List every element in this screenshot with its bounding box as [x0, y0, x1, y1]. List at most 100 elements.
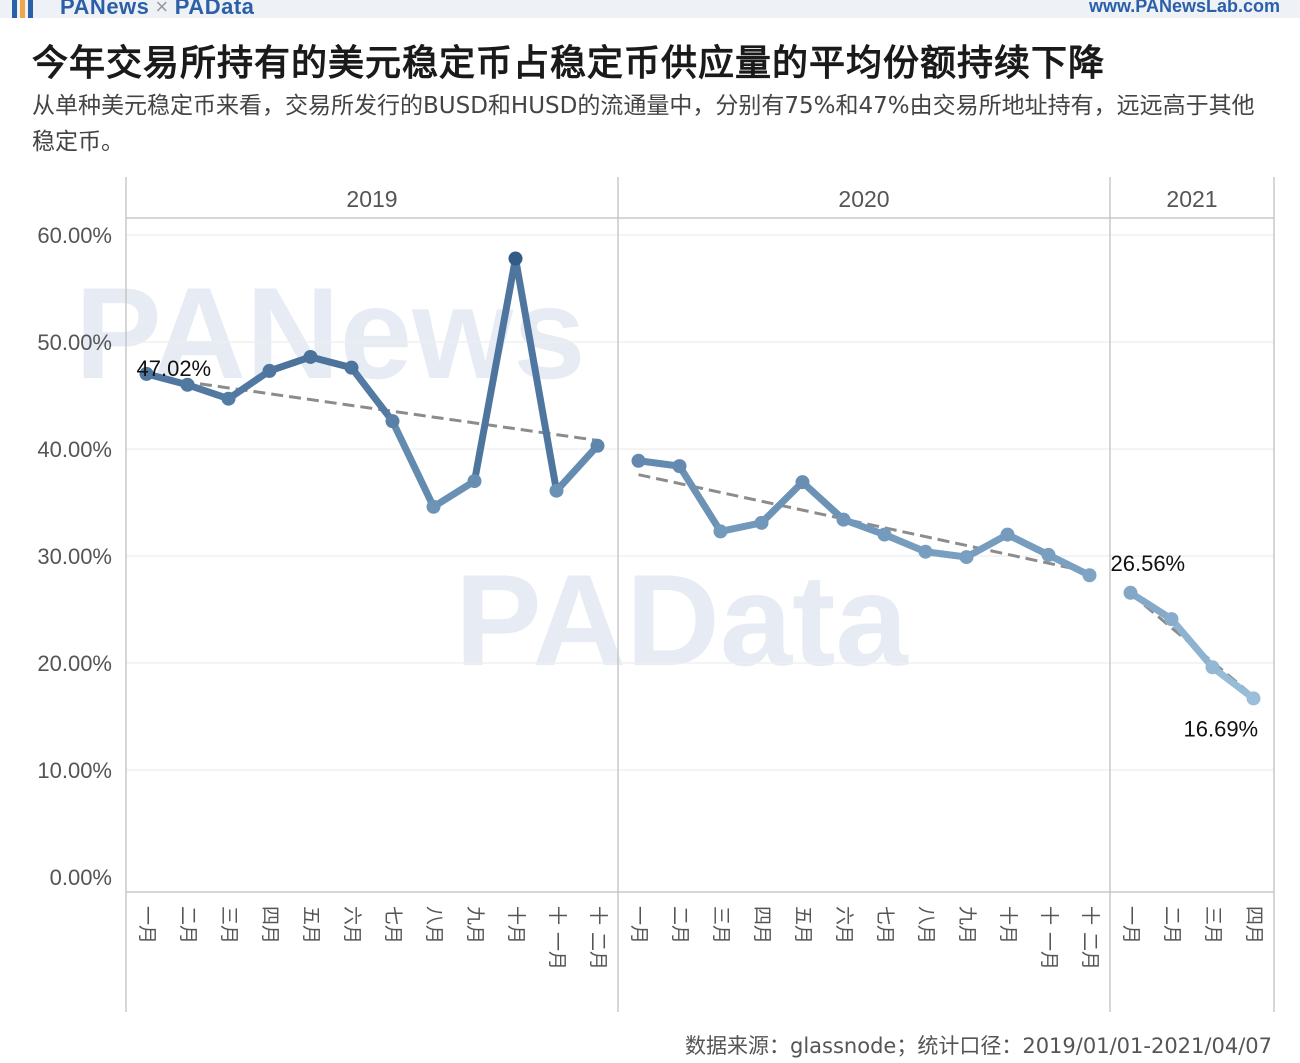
month-label: 十月: [997, 906, 1019, 944]
y-tick-label: 10.00%: [37, 758, 112, 783]
data-point: [754, 515, 769, 530]
brand-right: PAData: [174, 0, 255, 19]
month-label-part: 一月: [546, 932, 568, 970]
y-tick-label: 30.00%: [37, 544, 112, 569]
series-segment: [184, 381, 232, 403]
series-segment: [389, 417, 437, 511]
month-label: 一月: [136, 906, 158, 944]
series-segment: [799, 478, 847, 524]
data-point: [1082, 568, 1097, 583]
data-point: [385, 414, 400, 429]
data-point: [713, 524, 728, 539]
data-point: [549, 483, 564, 498]
month-label: 四月: [259, 906, 281, 944]
trend-line-2019: [146, 374, 598, 442]
month-label: 三月: [710, 906, 732, 944]
month-label-part: 二月: [587, 932, 609, 970]
data-point: [1041, 547, 1056, 562]
series-segment: [1045, 551, 1093, 579]
month-label: 十一月: [1038, 906, 1060, 970]
top-brand-bar: PANews × PAData www.PANewsLab.com: [0, 0, 1300, 20]
month-label: 十一月: [546, 906, 568, 970]
year-label-2020: 2020: [838, 186, 889, 212]
month-label-part: 十: [546, 906, 568, 925]
data-point: [672, 459, 687, 474]
month-label: 二月: [669, 906, 691, 944]
data-point: [1246, 691, 1261, 706]
month-label: 七月: [382, 906, 404, 944]
month-label: 七月: [874, 906, 896, 944]
data-point: [303, 349, 318, 364]
month-label: 五月: [300, 906, 322, 944]
y-tick-label: 20.00%: [37, 651, 112, 676]
data-point: [1123, 585, 1138, 600]
data-point: [877, 527, 892, 542]
series-segment: [266, 353, 314, 375]
month-label: 九月: [464, 906, 486, 944]
month-label: 五月: [792, 906, 814, 944]
month-label-part: 一月: [1038, 932, 1060, 970]
series-segment: [307, 353, 355, 372]
data-point: [221, 391, 236, 406]
data-point: [262, 363, 277, 378]
y-tick-label: 40.00%: [37, 437, 112, 462]
month-label: 一月: [628, 906, 650, 944]
data-point: [631, 453, 646, 468]
brand-logo-text: PANews × PAData: [60, 0, 254, 20]
month-label-part: 十: [587, 906, 609, 925]
month-label: 二月: [177, 906, 199, 944]
website-url: www.PANewsLab.com: [1088, 0, 1280, 16]
data-source-footer: 数据来源：glassnode；统计口径：2019/01/01-2021/04/0…: [685, 1034, 1272, 1058]
series-segment: [963, 531, 1011, 561]
series-segment: [1209, 663, 1257, 702]
month-label: 九月: [956, 906, 978, 944]
chart-title: 今年交易所持有的美元稳定币占稳定币供应量的平均份额持续下降: [32, 43, 1106, 84]
data-point: [795, 475, 810, 490]
series-segment: [1127, 589, 1175, 623]
year-label-2019: 2019: [346, 186, 397, 212]
brand-left: PANews: [60, 0, 150, 19]
watermark-padata: PAData: [455, 547, 909, 693]
month-label-part: 二月: [1079, 932, 1101, 970]
month-label: 一月: [1120, 906, 1142, 944]
series-segment: [1168, 615, 1216, 671]
month-label: 六月: [341, 906, 363, 944]
month-label: 二月: [1161, 906, 1183, 944]
series-segment: [676, 462, 724, 535]
month-label: 十二月: [1079, 906, 1101, 970]
series-segment: [840, 516, 888, 539]
panews-logo-icon: [12, 0, 33, 18]
data-point: [1000, 527, 1015, 542]
brand-separator: ×: [155, 0, 169, 19]
y-tick-label: 0.00%: [50, 865, 112, 890]
series-segment: [430, 477, 478, 511]
month-label: 八月: [915, 906, 937, 944]
month-label: 四月: [1243, 906, 1265, 944]
month-label: 十二月: [587, 906, 609, 970]
data-label: 16.69%: [1184, 716, 1259, 741]
series-segment: [348, 364, 396, 425]
trend-line-2020: [638, 473, 1090, 574]
series-segment: [553, 442, 601, 495]
series-segment: [1004, 531, 1052, 559]
month-label-part: 十: [1079, 906, 1101, 925]
month-label: 四月: [751, 906, 773, 944]
data-label: 47.02%: [137, 356, 212, 381]
data-point: [139, 366, 154, 381]
month-label: 六月: [833, 906, 855, 944]
data-point: [508, 251, 523, 266]
data-point: [918, 544, 933, 559]
data-point: [1164, 612, 1179, 627]
month-label: 三月: [1202, 906, 1224, 944]
series-segment: [143, 370, 191, 389]
data-point: [959, 550, 974, 565]
data-point: [590, 438, 605, 453]
month-label-part: 十: [1038, 906, 1060, 925]
data-point: [426, 499, 441, 514]
data-point: [344, 360, 359, 375]
data-point: [467, 474, 482, 489]
month-label: 八月: [423, 906, 445, 944]
y-tick-label: 60.00%: [37, 223, 112, 248]
data-point: [180, 377, 195, 392]
